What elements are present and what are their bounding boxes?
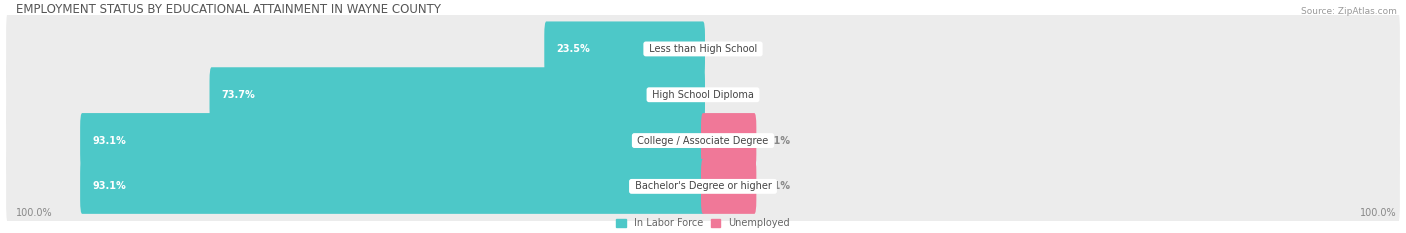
FancyBboxPatch shape [80, 159, 704, 214]
Text: 0.0%: 0.0% [713, 90, 740, 100]
FancyBboxPatch shape [544, 21, 704, 76]
Text: Bachelor's Degree or higher: Bachelor's Degree or higher [631, 181, 775, 191]
Text: 1.1%: 1.1% [765, 136, 792, 146]
Text: High School Diploma: High School Diploma [650, 90, 756, 100]
FancyBboxPatch shape [80, 113, 704, 168]
Text: 100.0%: 100.0% [1360, 208, 1396, 218]
FancyBboxPatch shape [702, 113, 756, 168]
Text: 93.1%: 93.1% [93, 136, 127, 146]
Text: 100.0%: 100.0% [15, 208, 53, 218]
Text: 0.0%: 0.0% [713, 44, 740, 54]
Text: Less than High School: Less than High School [645, 44, 761, 54]
FancyBboxPatch shape [209, 67, 704, 122]
FancyBboxPatch shape [6, 100, 1400, 181]
FancyBboxPatch shape [6, 146, 1400, 227]
Text: 73.7%: 73.7% [222, 90, 256, 100]
FancyBboxPatch shape [702, 159, 756, 214]
Text: 1.1%: 1.1% [765, 181, 792, 191]
FancyBboxPatch shape [6, 55, 1400, 135]
Text: Source: ZipAtlas.com: Source: ZipAtlas.com [1301, 7, 1396, 16]
Text: 93.1%: 93.1% [93, 181, 127, 191]
Text: 23.5%: 23.5% [557, 44, 591, 54]
Text: College / Associate Degree: College / Associate Degree [634, 136, 772, 146]
Text: EMPLOYMENT STATUS BY EDUCATIONAL ATTAINMENT IN WAYNE COUNTY: EMPLOYMENT STATUS BY EDUCATIONAL ATTAINM… [15, 3, 441, 16]
Legend: In Labor Force, Unemployed: In Labor Force, Unemployed [612, 215, 794, 232]
FancyBboxPatch shape [6, 9, 1400, 89]
